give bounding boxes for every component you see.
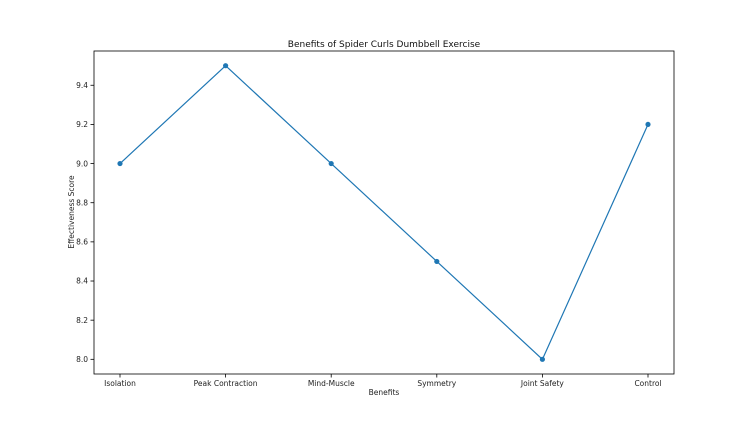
x-tick-label: Joint Safety xyxy=(520,379,565,388)
series-line-group xyxy=(117,63,651,362)
x-tick-label: Isolation xyxy=(104,379,136,388)
y-tick-label: 8.4 xyxy=(76,277,88,286)
data-point xyxy=(223,63,229,69)
x-tick-label: Symmetry xyxy=(417,379,456,388)
x-tick-label: Mind-Muscle xyxy=(308,379,355,388)
x-tick-label: Control xyxy=(634,379,661,388)
y-tick-label: 9.0 xyxy=(76,159,88,168)
chart-title: Benefits of Spider Curls Dumbbell Exerci… xyxy=(288,40,481,50)
y-tick-label: 9.2 xyxy=(76,120,88,129)
y-tick-label: 8.0 xyxy=(76,355,88,364)
y-tick-label: 9.4 xyxy=(76,81,88,90)
x-tick-label: Peak Contraction xyxy=(194,379,258,388)
data-point xyxy=(539,356,546,362)
y-tick-label: 8.6 xyxy=(76,238,88,247)
data-point xyxy=(645,121,651,128)
plot-area xyxy=(93,50,675,375)
data-point xyxy=(117,160,123,167)
y-axis: 8.0 8.2 8.4 8.6 8.8 9.0 9.2 9.4 xyxy=(76,81,94,364)
x-axis: Isolation Peak Contraction Mind-Muscle Symm… xyxy=(104,374,662,388)
y-tick-label: 8.2 xyxy=(76,316,88,325)
y-tick-label: 8.8 xyxy=(76,198,88,207)
data-point xyxy=(328,160,334,167)
x-axis-label: Benefits xyxy=(369,388,400,397)
series-line xyxy=(119,64,649,361)
data-point xyxy=(434,258,440,265)
y-axis-label: Effectiveness Score xyxy=(67,175,76,249)
